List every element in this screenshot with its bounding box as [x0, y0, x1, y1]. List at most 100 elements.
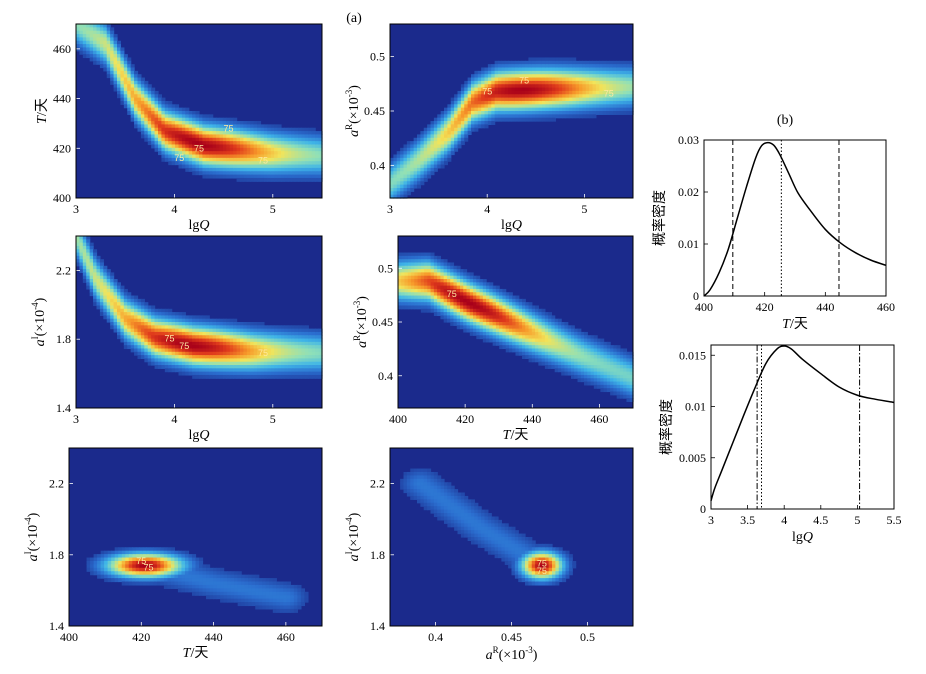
- axes-frame: [75, 235, 323, 409]
- y-axis-label: aI(×10-4): [30, 297, 48, 346]
- x-tick-label: 4: [484, 202, 490, 216]
- axes-frame: [710, 344, 895, 510]
- heatmap-cells: [86, 547, 309, 613]
- chart-h2: 3 4 5 0.4 0.45 0.5 75 75 75 lgQ aR(×10-3): [344, 23, 634, 233]
- y-tick-label: 0.01: [685, 400, 706, 414]
- x-tick-label: 460: [277, 630, 295, 644]
- density-curve: [703, 141, 887, 297]
- y-axis-label: T/天: [35, 98, 50, 124]
- y-tick-label: 2.2: [49, 477, 64, 491]
- chart-b1: 400 420 440 460 0 0.01 0.02 0.03 T/天 概率密度: [651, 133, 895, 332]
- contour-label: 75: [174, 153, 184, 163]
- y-tick-label: 0: [700, 502, 706, 516]
- contour-label: 75: [258, 156, 268, 166]
- x-tick-label: 4: [781, 513, 787, 527]
- contour-label: 75: [604, 89, 614, 99]
- x-tick-label: 400: [60, 630, 78, 644]
- x-tick-label: 0.4: [428, 630, 443, 644]
- axes-frame: [68, 447, 323, 627]
- heatmap-cells: [76, 24, 323, 182]
- panel-a-label: (a): [346, 11, 362, 26]
- x-tick-label: 3: [387, 202, 393, 216]
- contour-label: 75: [144, 562, 154, 572]
- axes-frame: [397, 235, 634, 409]
- y-tick-label: 0: [693, 289, 699, 303]
- y-tick-label: 1.8: [370, 548, 385, 562]
- heatmap-cells: [398, 252, 634, 402]
- y-tick-label: 0.03: [678, 133, 699, 147]
- y-tick-label: 0.45: [364, 104, 385, 118]
- contour-label: 75: [519, 76, 529, 86]
- x-tick-label: 440: [205, 630, 223, 644]
- x-axis-label: aR(×10-3): [486, 645, 538, 663]
- axes-frame: [703, 139, 887, 297]
- x-tick-label: 3: [73, 412, 79, 426]
- panel-b-label: (b): [777, 113, 794, 128]
- y-tick-label: 460: [53, 42, 71, 56]
- x-tick-label: 420: [132, 630, 150, 644]
- y-tick-label: 1.4: [370, 619, 385, 633]
- x-tick-label: 440: [816, 300, 834, 314]
- plot-area: [711, 345, 894, 509]
- x-axis-label: lgQ: [501, 218, 522, 233]
- x-tick-label: 3: [708, 513, 714, 527]
- x-tick-label: 400: [695, 300, 713, 314]
- y-tick-label: 1.8: [49, 548, 64, 562]
- y-axis-label: aI(×10-4): [344, 512, 362, 561]
- y-tick-label: 1.4: [56, 401, 71, 415]
- y-tick-label: 0.5: [370, 50, 385, 64]
- y-axis-label: aI(×10-4): [23, 512, 41, 561]
- x-tick-label: 460: [590, 412, 608, 426]
- contour-label: 75: [194, 143, 204, 153]
- contour-label: 75: [136, 556, 146, 566]
- y-tick-label: 0.02: [678, 185, 699, 199]
- heatmap-cells: [400, 468, 577, 586]
- x-tick-label: 5: [581, 202, 587, 216]
- x-tick-label: 5: [854, 513, 860, 527]
- axes-frame: [75, 23, 323, 199]
- x-tick-label: 400: [389, 412, 407, 426]
- y-tick-label: 440: [53, 92, 71, 106]
- y-tick-label: 400: [53, 191, 71, 205]
- y-tick-label: 0.005: [679, 451, 706, 465]
- y-axis-label: aR(×10-3): [352, 296, 370, 348]
- y-tick-label: 0.01: [678, 237, 699, 251]
- x-axis-label: T/天: [503, 428, 529, 443]
- y-tick-label: 0.4: [370, 158, 385, 172]
- x-tick-label: 0.5: [580, 630, 595, 644]
- y-tick-label: 0.45: [372, 315, 393, 329]
- y-tick-label: 1.8: [56, 332, 71, 346]
- x-tick-label: 4: [171, 412, 177, 426]
- plot-area: [704, 140, 886, 296]
- contour-label: 75: [537, 559, 547, 569]
- contour-label: 75: [164, 333, 174, 343]
- contour-label: 75: [224, 123, 234, 133]
- x-tick-label: 440: [523, 412, 541, 426]
- x-tick-label: 5.5: [887, 513, 902, 527]
- chart-b2: 3 3.5 4 4.5 5 5.5 0 0.005 0.01 0.015 lgQ 概率密度: [658, 344, 902, 545]
- contour-label: 75: [179, 341, 189, 351]
- y-tick-label: 0.5: [378, 261, 393, 275]
- x-tick-label: 4: [171, 202, 177, 216]
- y-tick-label: 2.2: [370, 477, 385, 491]
- y-axis-label: 概率密度: [658, 399, 675, 455]
- x-tick-label: 5: [270, 202, 276, 216]
- y-tick-label: 0.015: [679, 348, 706, 362]
- x-tick-label: 3: [73, 202, 79, 216]
- y-axis-label: aR(×10-3): [344, 85, 362, 137]
- chart-h4: 400 420 440 460 0.4 0.45 0.5 75 T/天 aR(×10-3): [352, 235, 634, 443]
- y-tick-label: 2.2: [56, 263, 71, 277]
- heatmap-cells: [390, 57, 634, 199]
- x-axis-label: T/天: [183, 646, 209, 661]
- contour-label: 75: [482, 86, 492, 96]
- y-tick-label: 1.4: [49, 619, 64, 633]
- x-axis-label: T/天: [782, 317, 808, 332]
- contour-label: 75: [447, 289, 457, 299]
- x-axis-label: lgQ: [188, 218, 209, 233]
- x-axis-label: lgQ: [188, 428, 209, 443]
- x-tick-label: 0.45: [501, 630, 522, 644]
